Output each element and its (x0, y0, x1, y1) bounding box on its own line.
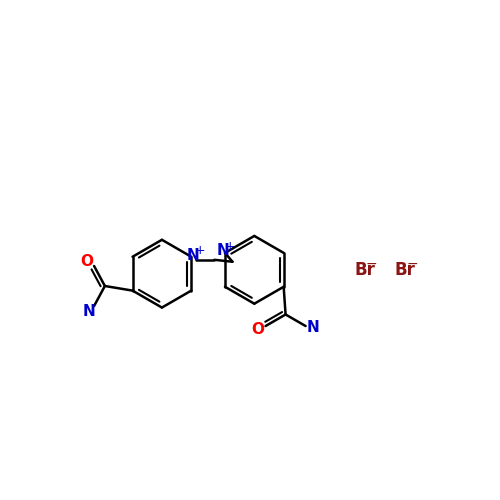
Text: N: N (82, 304, 95, 319)
Text: +: + (224, 240, 235, 253)
Text: N: N (187, 248, 200, 264)
Text: N: N (306, 320, 319, 336)
Text: O: O (80, 254, 94, 269)
Text: N: N (216, 244, 229, 258)
Text: Br: Br (354, 261, 376, 279)
Text: Br: Br (395, 261, 415, 279)
Text: −: − (406, 257, 418, 271)
Text: O: O (252, 322, 264, 336)
Text: −: − (366, 257, 378, 271)
Text: +: + (194, 244, 205, 258)
